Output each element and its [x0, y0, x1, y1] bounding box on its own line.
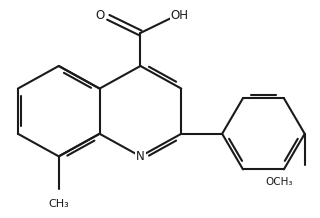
Text: N: N: [136, 150, 145, 163]
Text: O: O: [96, 9, 105, 22]
Text: OH: OH: [171, 9, 188, 22]
Text: OCH₃: OCH₃: [266, 177, 293, 187]
Text: CH₃: CH₃: [48, 199, 69, 209]
